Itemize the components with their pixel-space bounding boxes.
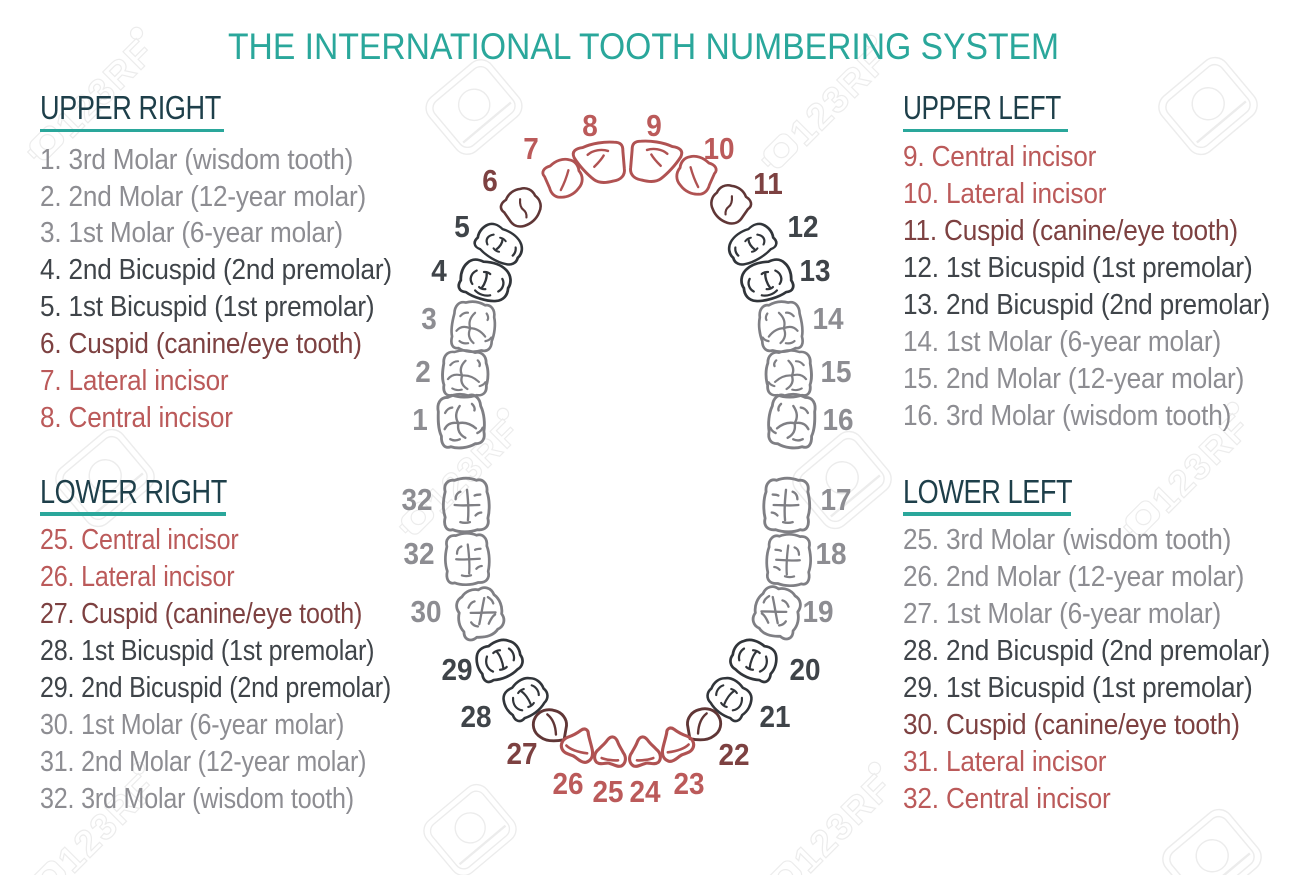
svg-text:1: 1 (412, 403, 428, 438)
svg-text:14: 14 (812, 302, 844, 337)
svg-text:123RF: 123RF (786, 766, 901, 875)
svg-text:25: 25 (592, 775, 623, 810)
svg-text:2: 2 (415, 355, 431, 390)
svg-text:17: 17 (820, 483, 851, 518)
svg-text:27: 27 (506, 737, 537, 772)
svg-text:20: 20 (789, 653, 820, 688)
svg-text:7: 7 (523, 132, 539, 167)
svg-text:12: 12 (787, 210, 818, 245)
svg-text:23: 23 (673, 767, 704, 802)
svg-text:13: 13 (799, 254, 830, 289)
svg-text:19: 19 (802, 595, 833, 630)
svg-text:9: 9 (646, 109, 662, 144)
svg-text:3: 3 (421, 302, 437, 337)
svg-text:21: 21 (759, 700, 790, 735)
svg-text:30: 30 (410, 595, 441, 630)
svg-text:16: 16 (822, 403, 853, 438)
svg-text:6: 6 (482, 164, 498, 199)
svg-text:26: 26 (552, 767, 583, 802)
svg-text:22: 22 (718, 738, 749, 773)
svg-text:15: 15 (820, 355, 851, 390)
svg-text:11: 11 (753, 167, 782, 202)
svg-text:10: 10 (703, 132, 734, 167)
svg-text:4: 4 (431, 254, 447, 289)
svg-text:32: 32 (403, 537, 434, 572)
svg-text:29: 29 (441, 653, 472, 688)
svg-text:18: 18 (815, 537, 846, 572)
svg-text:28: 28 (460, 700, 491, 735)
svg-text:8: 8 (582, 109, 598, 144)
svg-text:32: 32 (401, 483, 432, 518)
svg-text:5: 5 (454, 210, 470, 245)
svg-text:24: 24 (629, 775, 661, 810)
